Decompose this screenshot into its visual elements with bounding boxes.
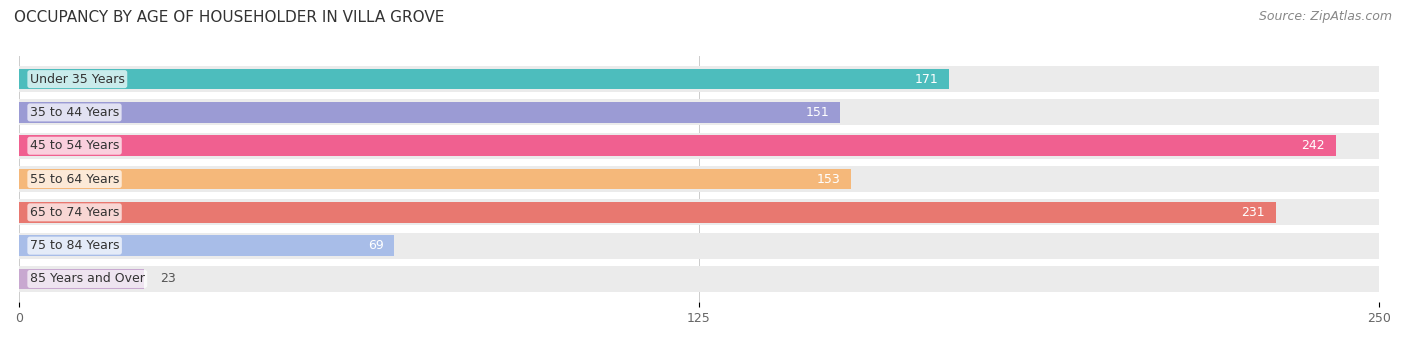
Text: 153: 153 — [817, 172, 841, 186]
Text: 23: 23 — [160, 272, 176, 286]
Bar — [20, 133, 1379, 159]
Text: 75 to 84 Years: 75 to 84 Years — [30, 239, 120, 252]
Text: Under 35 Years: Under 35 Years — [30, 73, 125, 86]
Bar — [20, 99, 1379, 125]
Text: 65 to 74 Years: 65 to 74 Years — [30, 206, 120, 219]
Text: 242: 242 — [1301, 139, 1324, 152]
Bar — [20, 69, 949, 89]
Text: 85 Years and Over: 85 Years and Over — [30, 272, 145, 286]
Bar — [20, 199, 1379, 225]
Text: 55 to 64 Years: 55 to 64 Years — [30, 172, 120, 186]
Text: 231: 231 — [1241, 206, 1265, 219]
Bar — [20, 235, 394, 256]
Bar — [20, 66, 1379, 92]
Bar — [20, 233, 1379, 259]
Bar — [20, 269, 145, 289]
Bar — [20, 169, 852, 189]
Text: 35 to 44 Years: 35 to 44 Years — [30, 106, 120, 119]
Bar — [20, 202, 1275, 223]
Bar — [20, 166, 1379, 192]
Text: 171: 171 — [915, 73, 938, 86]
Text: Source: ZipAtlas.com: Source: ZipAtlas.com — [1258, 10, 1392, 23]
Text: 45 to 54 Years: 45 to 54 Years — [30, 139, 120, 152]
Bar — [20, 135, 1336, 156]
Text: OCCUPANCY BY AGE OF HOUSEHOLDER IN VILLA GROVE: OCCUPANCY BY AGE OF HOUSEHOLDER IN VILLA… — [14, 10, 444, 25]
Text: 151: 151 — [806, 106, 830, 119]
Bar — [20, 266, 1379, 292]
Text: 69: 69 — [368, 239, 384, 252]
Bar — [20, 102, 841, 123]
